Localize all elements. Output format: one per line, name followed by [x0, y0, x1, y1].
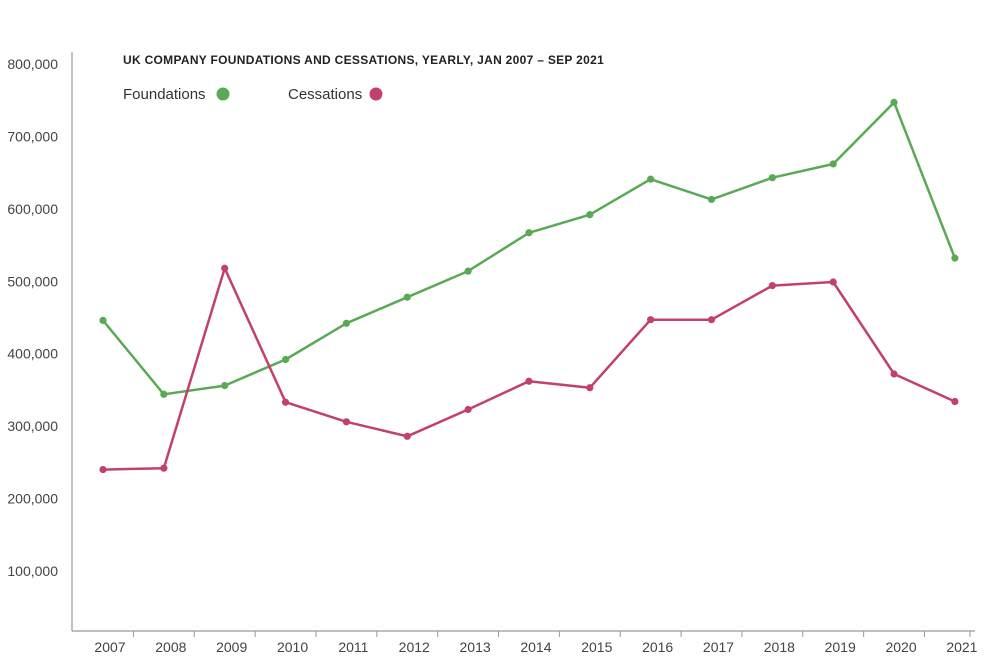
legend-marker-foundations — [216, 87, 230, 101]
x-tick-label: 2020 — [885, 639, 916, 655]
y-tick-label: 200,000 — [7, 491, 58, 507]
cessations-point — [403, 432, 411, 440]
foundations-point — [403, 293, 411, 301]
legend-label-cessations: Cessations — [288, 86, 362, 103]
y-tick-label: 300,000 — [7, 418, 58, 434]
foundations-point — [221, 381, 229, 390]
y-tick-label: 100,000 — [7, 563, 58, 579]
x-tick-label: 2010 — [277, 639, 308, 655]
cessations-point — [707, 316, 716, 324]
x-tick-label: 2007 — [94, 639, 125, 655]
foundations-point — [951, 254, 959, 262]
cessations-point — [951, 397, 959, 406]
foundations-point — [464, 267, 472, 275]
x-tick-label: 2019 — [825, 639, 856, 655]
foundations-point — [160, 390, 168, 398]
x-tick-label: 2014 — [520, 639, 551, 655]
legend-label-foundations: Foundations — [123, 86, 206, 103]
cessations-point — [160, 464, 168, 472]
foundations-point — [99, 316, 107, 324]
x-tick-label: 2012 — [399, 639, 430, 655]
foundations-point — [768, 174, 776, 182]
series-group — [99, 98, 959, 474]
y-tick-label: 600,000 — [7, 201, 58, 217]
x-tick-label: 2018 — [764, 639, 795, 655]
axes: 100,000 200,000 300,000 400,000 500,000 600,0… — [7, 52, 978, 655]
x-tick-label: 2008 — [155, 639, 186, 655]
x-tick-label: 2011 — [338, 639, 368, 655]
cessations-point — [829, 278, 837, 286]
foundations-point — [829, 160, 837, 168]
cessations-point — [890, 370, 898, 378]
cessations-point — [221, 264, 229, 272]
cessations-point — [464, 405, 472, 414]
x-tick-label: 2009 — [216, 639, 247, 655]
cessations-point — [99, 466, 107, 474]
cessations-point — [768, 282, 776, 290]
chart-title: UK COMPANY FOUNDATIONS AND CESSATIONS, Y… — [123, 53, 604, 67]
foundations-line — [102, 101, 957, 396]
x-tick-label: 2015 — [581, 639, 612, 655]
cessations-point — [525, 377, 533, 385]
x-tick-label: 2013 — [460, 639, 491, 655]
foundations-point — [586, 211, 594, 219]
cessations-point — [647, 316, 655, 324]
x-tick-label: 2017 — [703, 639, 734, 655]
foundations-point — [525, 229, 533, 237]
foundations-point — [707, 195, 716, 204]
x-tick-label: 2021 — [946, 639, 977, 655]
legend-marker-cessations — [369, 87, 383, 101]
y-tick-label: 700,000 — [7, 128, 58, 144]
x-tick-label: 2016 — [642, 639, 673, 655]
cessations-point — [281, 398, 290, 406]
foundations-point — [890, 98, 898, 106]
y-tick-label: 400,000 — [7, 346, 58, 362]
y-tick-label: 800,000 — [7, 56, 58, 72]
foundations-point — [647, 175, 655, 183]
legend: Foundations Cessations — [123, 86, 383, 103]
foundations-point — [342, 319, 350, 327]
cessations-line — [102, 266, 956, 471]
cessations-point — [586, 384, 594, 392]
y-tick-label: 500,000 — [7, 273, 58, 289]
foundations-point — [281, 355, 290, 364]
cessations-point — [342, 418, 350, 426]
